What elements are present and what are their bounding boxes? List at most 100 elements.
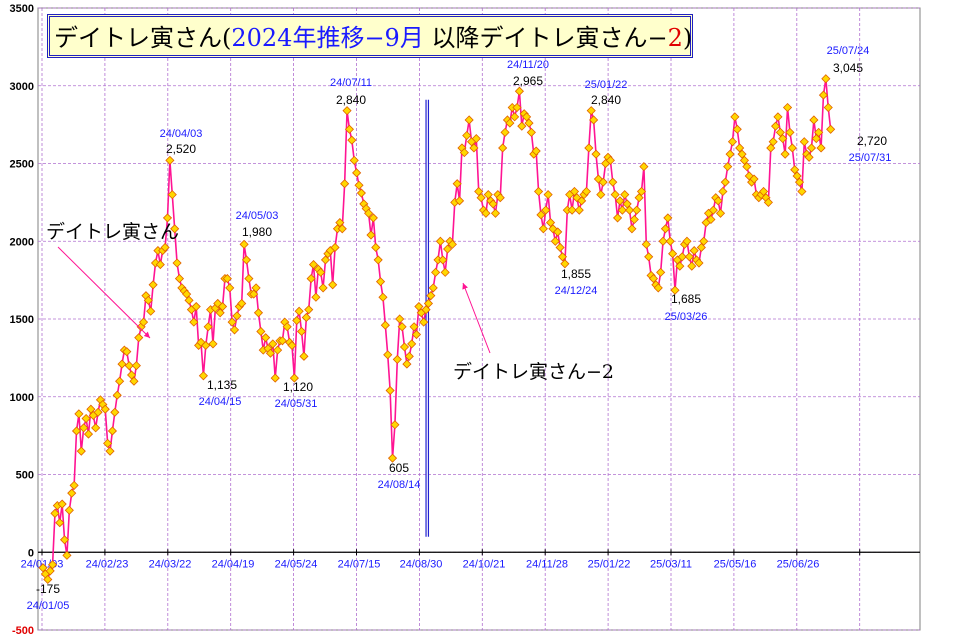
y-tick-label: 1500: [10, 314, 34, 326]
x-tick-label: 24/08/30: [400, 558, 443, 570]
data-point-marker: [809, 115, 819, 125]
annotation-value: 1,980: [242, 225, 272, 239]
data-point-marker: [270, 373, 280, 383]
data-point-marker: [289, 373, 299, 383]
data-point-marker: [589, 115, 599, 125]
data-point-marker: [244, 274, 254, 284]
data-point-marker: [320, 255, 331, 265]
data-point-marker: [318, 283, 328, 293]
data-point-marker: [304, 305, 314, 315]
data-point-marker: [725, 149, 735, 159]
data-point-marker: [665, 236, 675, 246]
data-point-marker: [694, 258, 704, 268]
data-point-marker: [115, 376, 125, 386]
data-point-marker: [347, 135, 357, 145]
data-point-marker: [749, 174, 759, 184]
data-point-marker: [127, 370, 137, 380]
data-point-marker: [268, 339, 278, 349]
data-point-marker: [294, 306, 304, 316]
data-point-marker: [636, 186, 647, 197]
data-point-marker: [474, 186, 484, 197]
data-point-marker: [656, 267, 666, 277]
data-point-marker: [48, 560, 58, 570]
data-point-marker: [574, 205, 584, 215]
data-point-marker: [64, 505, 74, 515]
annotation-value: 3,045: [833, 61, 863, 75]
data-point-marker: [560, 259, 570, 269]
data-point-marker: [730, 112, 740, 122]
data-point-marker: [744, 171, 754, 181]
y-tick-label: 1000: [10, 392, 34, 404]
data-point-marker: [538, 224, 548, 234]
chart-title-box: [47, 14, 693, 58]
data-point-marker: [182, 289, 192, 299]
data-point-marker: [677, 252, 687, 262]
data-point-marker: [79, 423, 89, 433]
data-point-marker: [605, 155, 615, 165]
data-point-marker: [536, 210, 546, 220]
data-point-marker: [739, 155, 750, 165]
data-point-marker: [715, 208, 726, 218]
data-point-marker: [818, 90, 829, 100]
title-part-4: 2: [667, 24, 683, 52]
data-point-marker: [826, 124, 836, 134]
data-point-marker: [330, 242, 340, 253]
data-point-marker: [366, 230, 376, 240]
annotation-value: 605: [389, 461, 409, 475]
data-point-marker: [256, 326, 266, 337]
y-tick-label: 0: [28, 547, 34, 559]
x-tick-label: 24/07/15: [338, 558, 381, 570]
y-tick-label: 3000: [10, 81, 34, 93]
data-point-marker: [488, 199, 498, 209]
data-point-marker: [713, 196, 723, 206]
data-point-marker: [342, 106, 352, 116]
data-point-marker: [481, 208, 491, 218]
data-point-marker: [617, 205, 627, 215]
data-point-marker: [83, 429, 94, 439]
data-point-marker: [811, 134, 821, 144]
x-tick-label: 24/05/24: [275, 558, 318, 570]
x-tick-label: 24/11/28: [526, 558, 568, 570]
data-point-marker: [634, 193, 644, 203]
data-point-marker: [117, 359, 127, 369]
data-point-marker: [71, 426, 82, 436]
data-point-marker: [419, 317, 429, 327]
data-point-marker: [660, 224, 671, 234]
data-point-marker: [708, 205, 718, 215]
data-point-marker: [421, 305, 431, 315]
annotation-date: 24/04/15: [199, 396, 242, 408]
data-point-marker: [74, 409, 84, 419]
data-point-marker: [167, 190, 177, 200]
data-point-marker: [172, 258, 182, 268]
data-point-marker: [684, 252, 694, 262]
data-point-marker: [62, 550, 72, 560]
data-point-marker: [804, 152, 814, 162]
data-point-marker: [653, 283, 663, 293]
data-point-marker: [598, 177, 608, 187]
data-point-marker: [586, 106, 596, 116]
data-point-marker: [225, 283, 235, 293]
data-point-marker: [522, 112, 532, 122]
data-point-marker: [59, 535, 70, 545]
data-point-marker: [624, 205, 635, 215]
data-point-marker: [335, 218, 345, 228]
data-point-marker: [610, 190, 620, 200]
data-point-marker: [160, 242, 170, 253]
data-point-marker: [505, 118, 515, 128]
data-point-marker: [189, 317, 199, 327]
data-point-marker: [663, 213, 673, 223]
data-point-marker: [572, 193, 582, 203]
y-tick-label: 2500: [10, 159, 34, 171]
chart-title: デイトレ寅さん(2024年推移−9月 以降デイトレ寅さん−2): [54, 18, 692, 53]
data-point-marker: [311, 292, 321, 302]
data-point-marker: [577, 196, 587, 206]
annotation-date: 24/01/05: [27, 600, 70, 612]
data-point-marker: [581, 186, 592, 197]
data-point-marker: [462, 130, 472, 141]
annotation-date: 25/07/31: [849, 152, 892, 164]
data-point-marker: [629, 214, 639, 225]
data-point-marker: [378, 292, 388, 302]
data-point-marker: [390, 420, 400, 430]
data-point-marker: [689, 246, 699, 256]
annotation-value: 2,520: [166, 142, 196, 156]
